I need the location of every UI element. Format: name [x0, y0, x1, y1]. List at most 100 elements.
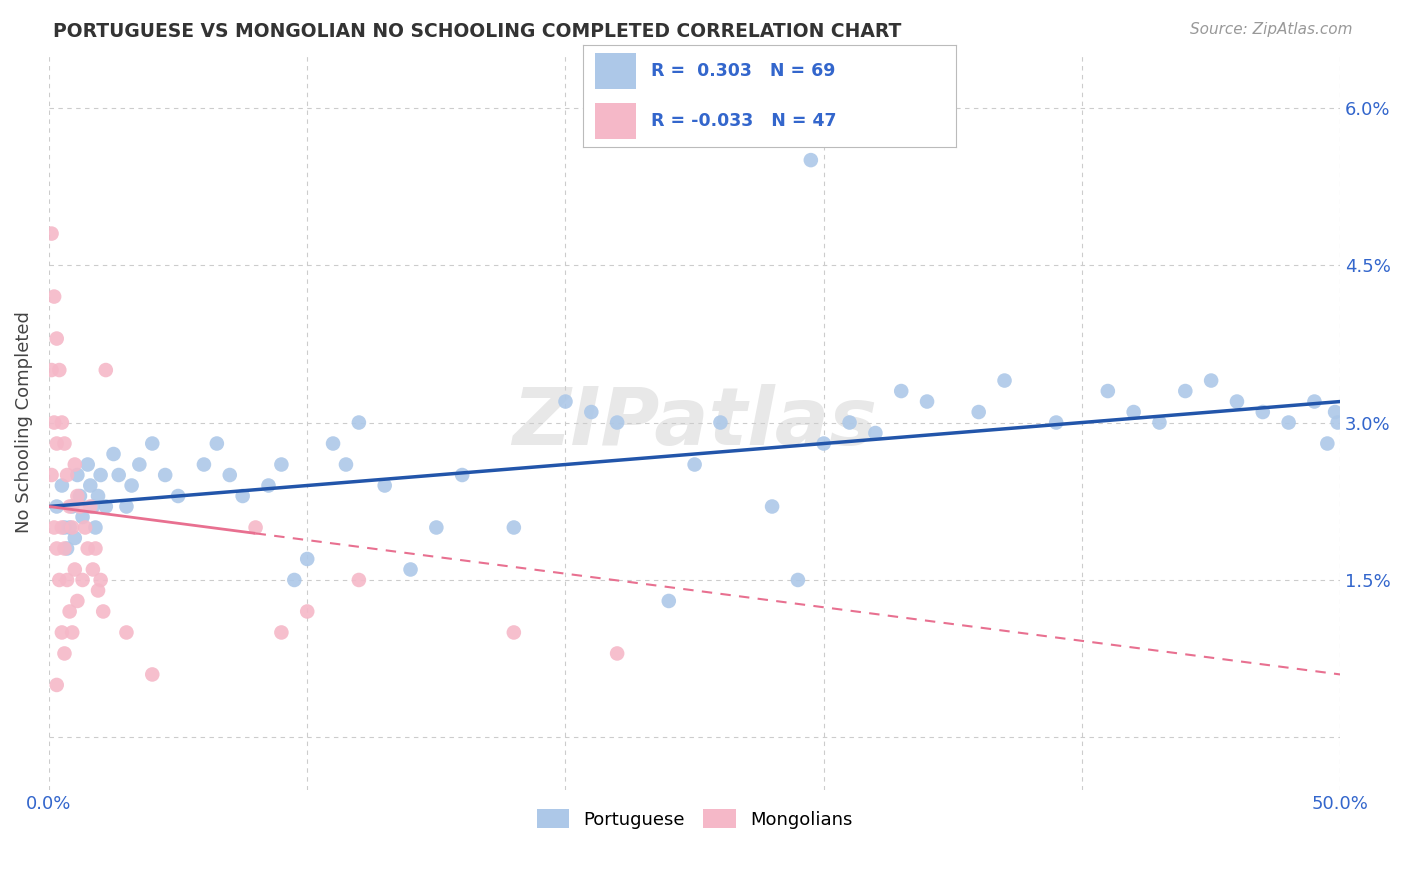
Point [451, 468, 474, 483]
Point [79, 478, 101, 492]
Point [41, 363, 63, 377]
Point [79, 500, 101, 514]
Point [1278, 416, 1301, 430]
Point [993, 374, 1015, 388]
Point [60, 625, 83, 640]
Point [399, 562, 422, 576]
Point [270, 625, 292, 640]
Point [60, 500, 83, 514]
Point [865, 425, 887, 440]
Point [63, 562, 86, 576]
Point [84, 520, 107, 534]
Point [103, 447, 125, 461]
Point [813, 436, 835, 450]
Point [53, 436, 76, 450]
Legend: Portuguese, Mongolians: Portuguese, Mongolians [530, 802, 859, 836]
Point [554, 394, 576, 409]
Point [838, 416, 860, 430]
Point [581, 405, 603, 419]
Point [800, 153, 823, 167]
Point [270, 458, 292, 472]
Point [60, 520, 83, 534]
Point [66, 594, 89, 608]
Point [53, 647, 76, 661]
Text: Source: ZipAtlas.com: Source: ZipAtlas.com [1189, 22, 1353, 37]
Point [45, 332, 67, 346]
Point [967, 405, 990, 419]
Point [59, 605, 82, 619]
Point [167, 489, 190, 503]
Point [787, 573, 810, 587]
Point [890, 384, 912, 398]
Point [141, 667, 163, 681]
Point [72, 573, 94, 587]
Point [56, 468, 79, 483]
Point [51, 520, 73, 534]
Point [63, 531, 86, 545]
Point [69, 489, 91, 503]
Point [59, 500, 82, 514]
Point [761, 500, 783, 514]
Point [51, 478, 73, 492]
Point [53, 541, 76, 556]
Point [48, 573, 70, 587]
Point [76, 541, 98, 556]
Point [51, 416, 73, 430]
FancyBboxPatch shape [595, 53, 636, 88]
Point [90, 468, 112, 483]
Point [606, 416, 628, 430]
Point [63, 458, 86, 472]
Point [56, 573, 79, 587]
Point [45, 436, 67, 450]
Point [56, 541, 79, 556]
Point [44, 289, 66, 303]
Point [283, 573, 305, 587]
Point [374, 478, 396, 492]
Point [1149, 416, 1171, 430]
Point [245, 520, 267, 534]
Point [91, 605, 114, 619]
FancyBboxPatch shape [595, 103, 636, 139]
Point [502, 520, 524, 534]
Point [1251, 405, 1274, 419]
Point [94, 363, 117, 377]
Point [53, 520, 76, 534]
Point [1326, 416, 1348, 430]
Point [1303, 394, 1326, 409]
Point [45, 678, 67, 692]
Point [193, 458, 215, 472]
Point [232, 489, 254, 503]
Point [709, 416, 731, 430]
Point [606, 647, 628, 661]
Point [72, 510, 94, 524]
Point [115, 500, 138, 514]
Point [76, 458, 98, 472]
Text: R =  0.303   N = 69: R = 0.303 N = 69 [651, 62, 835, 79]
Point [90, 573, 112, 587]
Point [87, 583, 110, 598]
Point [66, 468, 89, 483]
Point [425, 520, 447, 534]
Point [915, 394, 938, 409]
Point [1199, 374, 1222, 388]
Point [41, 227, 63, 241]
Point [107, 468, 129, 483]
Point [1324, 405, 1347, 419]
Point [41, 468, 63, 483]
Point [94, 500, 117, 514]
Point [45, 500, 67, 514]
Point [683, 458, 706, 472]
Text: ZIPatlas: ZIPatlas [512, 384, 877, 461]
Point [297, 605, 319, 619]
Point [141, 436, 163, 450]
Point [205, 436, 228, 450]
Point [347, 573, 370, 587]
Point [658, 594, 681, 608]
Point [658, 132, 681, 146]
Point [297, 552, 319, 566]
Point [48, 363, 70, 377]
Point [322, 436, 344, 450]
Point [502, 625, 524, 640]
Point [218, 468, 240, 483]
Point [69, 500, 91, 514]
